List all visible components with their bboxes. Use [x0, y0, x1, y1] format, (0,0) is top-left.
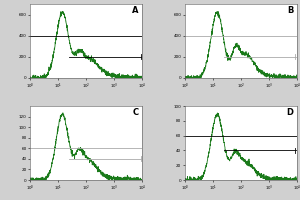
Text: D: D — [286, 108, 294, 117]
Text: B: B — [287, 6, 294, 15]
Text: A: A — [132, 6, 139, 15]
Text: C: C — [133, 108, 139, 117]
